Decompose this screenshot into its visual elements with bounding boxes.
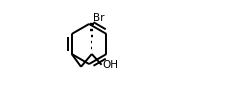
Text: OH: OH xyxy=(102,60,118,70)
Text: Br: Br xyxy=(92,13,104,23)
